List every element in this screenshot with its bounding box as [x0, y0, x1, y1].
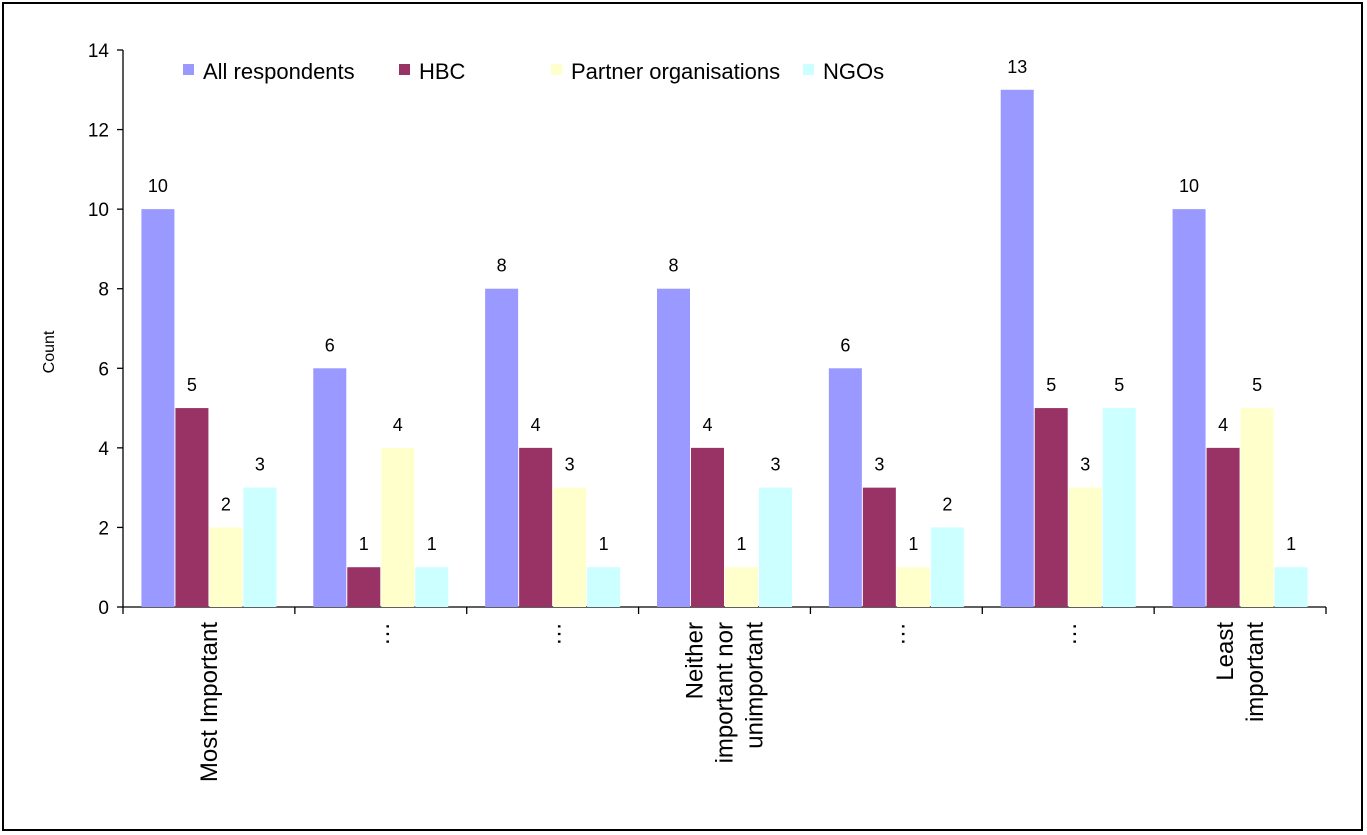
- bar-ngos: [243, 487, 277, 607]
- bar-hbc: [1206, 447, 1240, 607]
- y-tick-label: 6: [98, 359, 109, 380]
- y-tick-label: 14: [88, 41, 110, 62]
- category-label-line: important nor: [712, 622, 739, 763]
- bar-partner-organisations: [1240, 408, 1274, 607]
- data-label: 3: [565, 455, 575, 475]
- category-label: Neither important nor unimportant: [682, 622, 769, 764]
- data-label: 1: [908, 534, 918, 554]
- bar-all-respondents: [485, 288, 519, 607]
- category-label: …: [540, 622, 567, 646]
- data-label: 6: [840, 335, 850, 355]
- legend-label: Partner organisations: [571, 59, 780, 84]
- bar-hbc: [175, 408, 209, 607]
- data-label: 1: [599, 534, 609, 554]
- bar-ngos: [587, 567, 621, 607]
- legend: All respondents HBC Partner organisations N…: [183, 59, 884, 84]
- data-label: 3: [874, 455, 884, 475]
- bar-partner-organisations: [896, 567, 930, 607]
- category-labels: Most Important … … Neither important nor unim…: [196, 622, 1269, 782]
- data-label: 10: [1179, 176, 1199, 196]
- category-label-line: …: [540, 622, 567, 646]
- data-label: 10: [148, 176, 168, 196]
- bar-all-respondents: [1000, 89, 1034, 608]
- data-label: 4: [531, 415, 541, 435]
- legend-swatch: [551, 64, 562, 75]
- bar-ngos: [415, 567, 449, 607]
- data-label: 4: [393, 415, 403, 435]
- bar-partner-organisations: [553, 487, 587, 607]
- y-tick-label: 0: [98, 598, 109, 619]
- y-tick-label: 12: [88, 121, 109, 142]
- data-label: 2: [221, 494, 231, 514]
- data-label: 1: [359, 534, 369, 554]
- y-axis-label: Count: [41, 330, 58, 373]
- bar-partner-organisations: [725, 567, 758, 607]
- data-label: 5: [1114, 375, 1124, 395]
- legend-label: All respondents: [203, 59, 355, 84]
- category-label: …: [1055, 622, 1082, 646]
- data-label: 3: [770, 455, 780, 475]
- legend-swatch: [183, 64, 194, 75]
- category-label: …: [368, 622, 395, 646]
- bar-hbc: [862, 487, 896, 607]
- data-label: 4: [1218, 415, 1228, 435]
- y-tick-label: 2: [98, 518, 109, 539]
- bar-hbc: [347, 567, 381, 607]
- category-label: Most Important: [196, 622, 223, 782]
- bar-all-respondents: [141, 209, 175, 607]
- data-label: 6: [325, 335, 335, 355]
- bar-all-respondents: [828, 368, 862, 607]
- data-label: 5: [1252, 375, 1262, 395]
- data-label: 8: [668, 256, 678, 276]
- data-label: 5: [187, 375, 197, 395]
- y-tick-label: 8: [98, 280, 109, 301]
- data-label: 3: [255, 455, 265, 475]
- category-label-line: …: [1055, 622, 1082, 646]
- bar-all-respondents: [657, 288, 690, 607]
- category-label-line: …: [368, 622, 395, 646]
- data-label: 13: [1007, 57, 1027, 77]
- bar-ngos: [1102, 408, 1136, 607]
- category-label-line: Least: [1212, 622, 1239, 681]
- data-label: 3: [1080, 455, 1090, 475]
- category-label: …: [883, 622, 910, 646]
- data-label: 5: [1046, 375, 1056, 395]
- category-label-line: …: [883, 622, 910, 646]
- bar-hbc: [691, 447, 724, 607]
- category-label: Least important: [1212, 622, 1269, 722]
- legend-label: NGOs: [823, 59, 884, 84]
- legend-label: HBC: [419, 59, 466, 84]
- data-label: 2: [942, 494, 952, 514]
- bar-ngos: [1274, 567, 1308, 607]
- category-label-line: unimportant: [742, 622, 769, 749]
- category-label-line: important: [1242, 622, 1269, 722]
- bar-partner-organisations: [209, 527, 243, 607]
- data-label: 1: [1286, 534, 1296, 554]
- data-label: 1: [736, 534, 746, 554]
- bar-all-respondents: [313, 368, 347, 607]
- legend-swatch: [399, 64, 410, 75]
- bars: [141, 89, 1308, 608]
- bar-partner-organisations: [1068, 487, 1102, 607]
- bar-ngos: [759, 487, 792, 607]
- data-label: 1: [427, 534, 437, 554]
- category-label-line: Neither: [682, 622, 709, 699]
- bar-ngos: [930, 527, 964, 607]
- bar-hbc: [1034, 408, 1068, 607]
- category-label-line: Most Important: [196, 622, 223, 782]
- y-tick-label: 4: [98, 439, 109, 460]
- legend-swatch: [803, 64, 814, 75]
- bar-hbc: [519, 447, 553, 607]
- y-tick-label: 10: [88, 200, 109, 221]
- bar-partner-organisations: [381, 447, 415, 607]
- data-label: 8: [497, 256, 507, 276]
- data-label: 4: [702, 415, 712, 435]
- bar-all-respondents: [1172, 209, 1206, 607]
